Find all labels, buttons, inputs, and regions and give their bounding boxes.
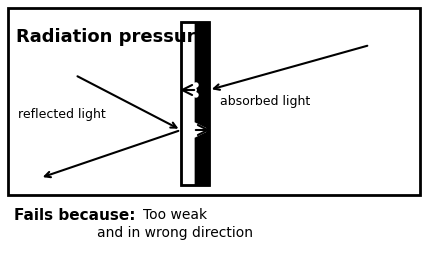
Bar <box>8 8 420 195</box>
Text: Too weak: Too weak <box>143 208 207 222</box>
Text: Fails because:: Fails because: <box>14 208 136 223</box>
Text: and in wrong direction: and in wrong direction <box>97 226 253 240</box>
Text: Radiation pressure: Radiation pressure <box>16 28 208 46</box>
Text: reflected light: reflected light <box>18 108 106 121</box>
Bar <box>181 22 209 185</box>
Bar <box>181 22 195 185</box>
Text: absorbed light: absorbed light <box>220 95 310 108</box>
Bar <box>195 22 209 185</box>
